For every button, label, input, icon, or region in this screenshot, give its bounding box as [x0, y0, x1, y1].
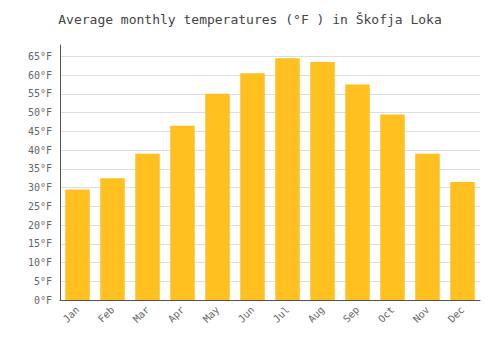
- svg-text:20°F: 20°F: [28, 220, 52, 231]
- svg-text:65°F: 65°F: [28, 51, 52, 62]
- svg-text:Sep: Sep: [341, 304, 362, 325]
- svg-text:Oct: Oct: [376, 304, 397, 325]
- svg-text:25°F: 25°F: [28, 201, 52, 212]
- svg-text:15°F: 15°F: [28, 238, 52, 249]
- svg-text:Mar: Mar: [131, 304, 152, 325]
- svg-text:Aug: Aug: [306, 304, 327, 325]
- svg-text:May: May: [201, 304, 222, 325]
- svg-text:30°F: 30°F: [28, 182, 52, 193]
- svg-text:Jun: Jun: [236, 304, 257, 325]
- svg-text:10°F: 10°F: [28, 257, 52, 268]
- svg-text:Dec: Dec: [446, 304, 467, 325]
- svg-text:Jan: Jan: [61, 304, 82, 325]
- svg-text:35°F: 35°F: [28, 163, 52, 174]
- svg-text:50°F: 50°F: [28, 107, 52, 118]
- svg-text:55°F: 55°F: [28, 88, 52, 99]
- svg-text:Jul: Jul: [271, 304, 292, 325]
- svg-text:5°F: 5°F: [34, 276, 52, 287]
- svg-text:Average monthly temperatures (: Average monthly temperatures (°F ) in Šk…: [58, 12, 442, 27]
- svg-text:45°F: 45°F: [28, 126, 52, 137]
- svg-text:60°F: 60°F: [28, 70, 52, 81]
- svg-text:40°F: 40°F: [28, 145, 52, 156]
- svg-text:Nov: Nov: [411, 304, 432, 325]
- svg-text:Feb: Feb: [96, 304, 117, 325]
- svg-text:Apr: Apr: [166, 304, 187, 325]
- svg-text:0°F: 0°F: [34, 295, 52, 306]
